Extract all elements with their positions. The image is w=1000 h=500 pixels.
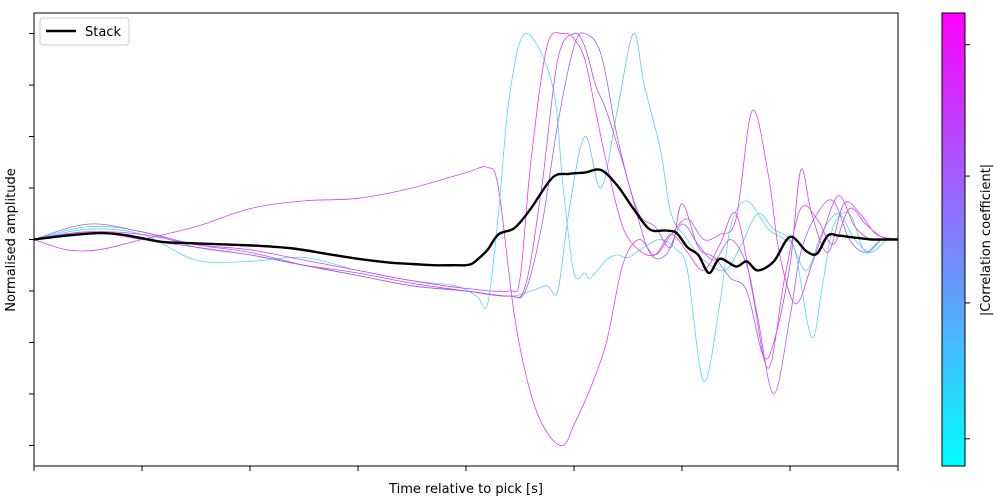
stack-series: [34, 168, 898, 275]
trace-line-4: [34, 32, 898, 360]
trace-line-5: [34, 109, 898, 446]
legend-box: [39, 17, 130, 46]
trace-group: [34, 32, 898, 446]
legend-stack-label: Stack: [85, 25, 121, 40]
trace-line-2: [34, 33, 898, 297]
trace-line-3: [34, 32, 898, 395]
trace-line-1: [34, 33, 898, 382]
plot-frame: [33, 12, 899, 467]
trace-line-6: [34, 32, 898, 369]
x-axis-ticks: [33, 466, 899, 471]
colorbar-gradient: [941, 12, 966, 467]
stack-line: [34, 168, 898, 275]
colorbar-ticks: [965, 44, 970, 440]
x-axis-label: Time relative to pick [s]: [388, 482, 543, 497]
colorbar: |Correlation coefficient|: [941, 12, 994, 467]
y-axis-label: Normalised amplitude: [4, 168, 19, 312]
y-axis-ticks: [29, 33, 34, 446]
colorbar-label: |Correlation coefficient|: [979, 164, 994, 316]
legend: Stack: [39, 17, 130, 46]
